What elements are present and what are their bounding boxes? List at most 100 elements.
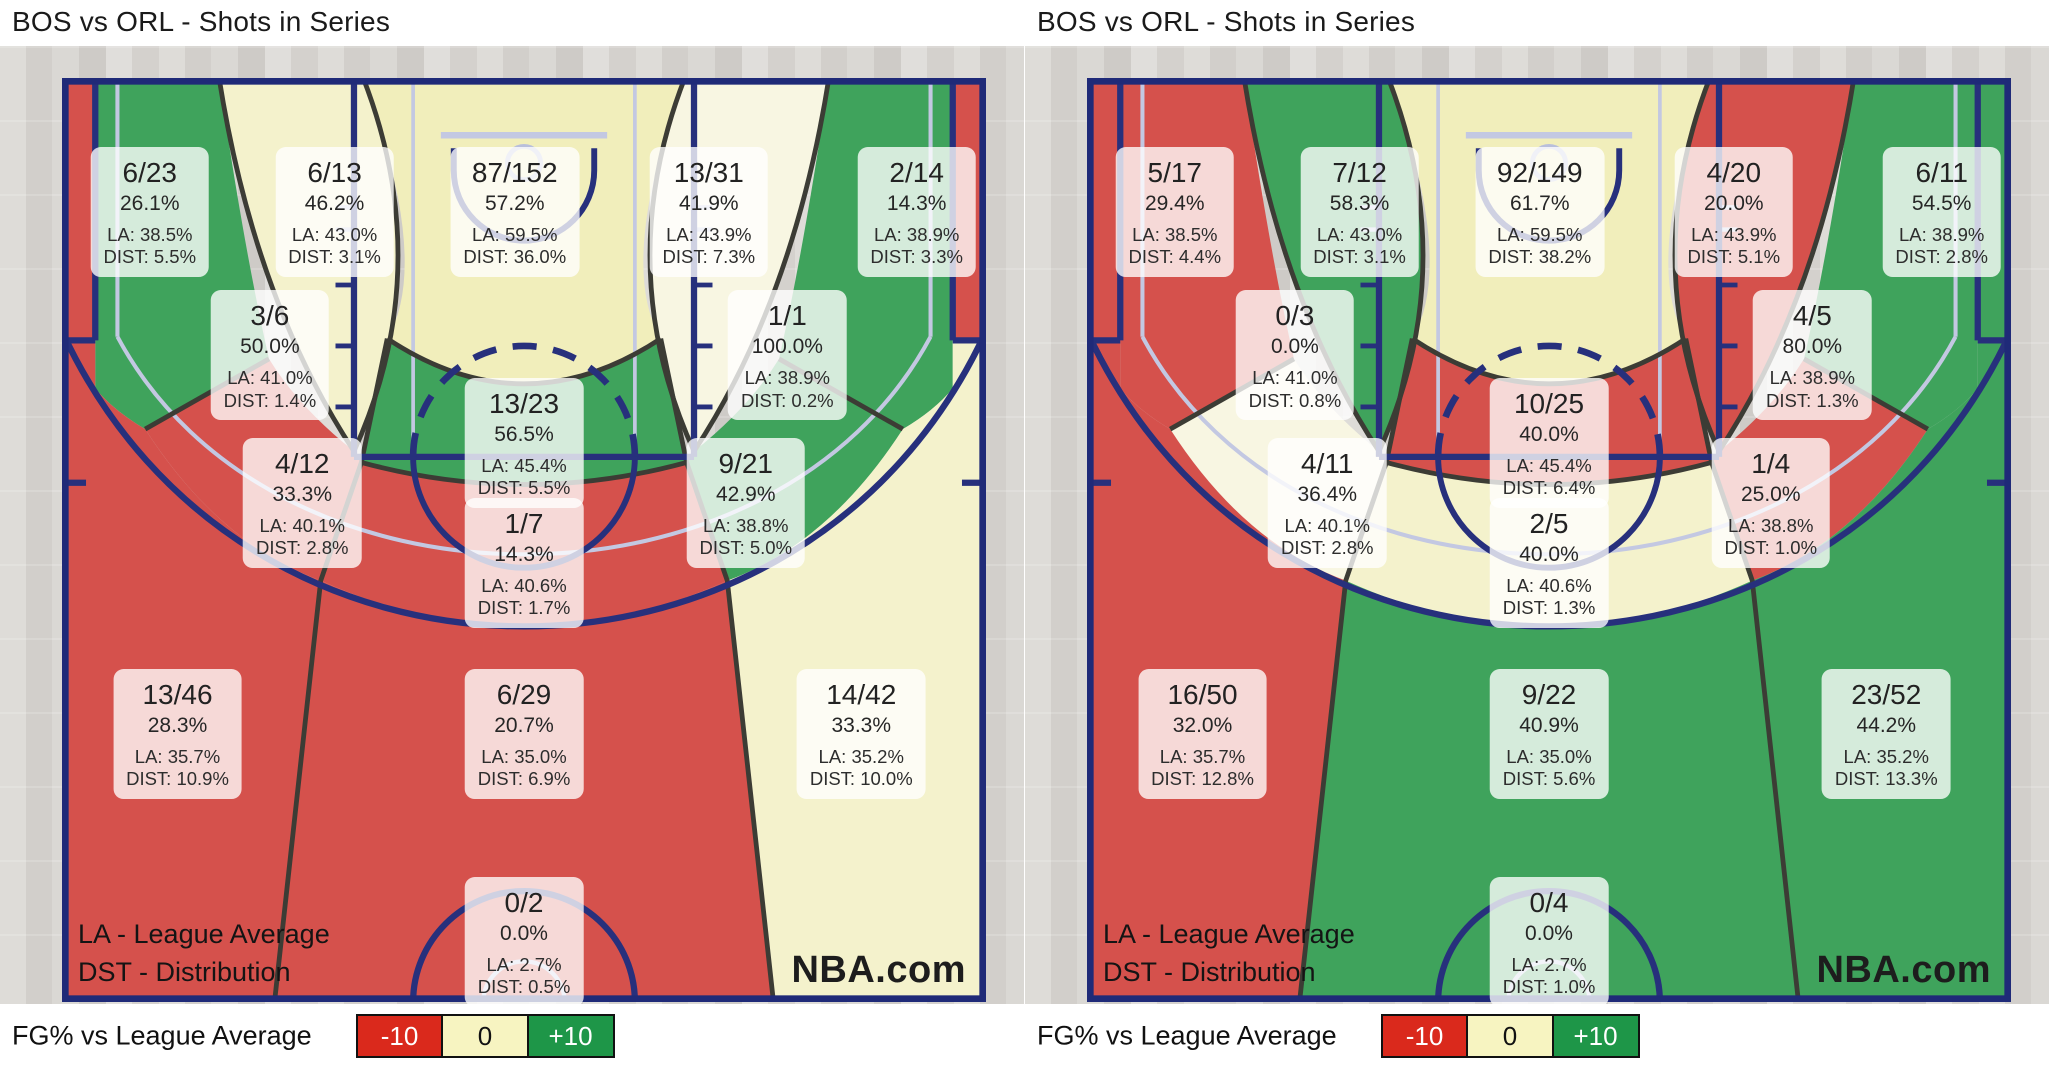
- half-court-chart: 6/23 26.1% LA: 38.5% DIST: 5.5% 6/13 46.2% LA:…: [62, 78, 986, 1007]
- zone-label-three-center: 9/22 40.9% LA: 35.0% DIST: 5.6%: [1489, 669, 1609, 799]
- zone-stat-l1: 4/20: [1706, 157, 1762, 189]
- court-line: [1434, 342, 1664, 457]
- zone-label-baseline-mid-left: 3/6 50.0% LA: 41.0% DIST: 1.4%: [210, 290, 330, 421]
- shot-chart-panel-left: BOS vs ORL - Shots in Series 6/23 26.1% LA…: [0, 0, 1024, 1068]
- zone-stat-l2: 0.0%: [500, 922, 548, 946]
- zone-stat-l2: 0.0%: [1525, 922, 1573, 946]
- zone-stat-l4: DIST: 5.5%: [477, 477, 571, 499]
- zone-stat-l2: 28.3%: [147, 714, 208, 738]
- zone-label-elbow-right: 9/21 42.9% LA: 38.8% DIST: 5.0%: [686, 438, 806, 568]
- zone-stat-l4: DIST: 10.9%: [126, 768, 229, 790]
- zone-stat-l1: 2/14: [889, 157, 944, 189]
- zone-stat-l3: LA: 2.7%: [486, 953, 562, 975]
- zone-stat-l1: 4/5: [1792, 300, 1832, 332]
- zone-label-paint: 13/23 56.5% LA: 45.4% DIST: 5.5%: [464, 378, 584, 508]
- abbreviation-note: LA - League Average DST - Distribution: [1103, 916, 1355, 992]
- zone-stat-l1: 9/22: [1521, 679, 1577, 711]
- zone-stat-l1: 0/2: [504, 886, 544, 918]
- zone-stat-l2: 57.2%: [484, 192, 545, 216]
- zone-stat-l4: DIST: 2.8%: [255, 537, 349, 559]
- zone-stat-l3: LA: 38.9%: [1769, 367, 1856, 389]
- zone-stat-l1: 10/25: [1513, 388, 1585, 420]
- note-la: LA - League Average: [78, 919, 330, 950]
- zone-label-wing-mid-right: 4/20 20.0% LA: 43.9% DIST: 5.1%: [1674, 147, 1794, 277]
- zone-stat-l3: LA: 38.9%: [1898, 223, 1985, 245]
- zone-label-baseline-mid-right: 1/1 100.0% LA: 38.9% DIST: 0.2%: [728, 290, 847, 421]
- zone-stat-l3: LA: 40.6%: [1506, 574, 1592, 596]
- zone-stat-l1: 87/152: [471, 157, 558, 189]
- zone-stat-l2: 14.3%: [886, 192, 947, 216]
- zone-label-backcourt: 0/2 0.0% LA: 2.7% DIST: 0.5%: [464, 876, 584, 1007]
- zone-stat-l4: DIST: 36.0%: [463, 246, 567, 268]
- zone-stat-l3: LA: 38.5%: [1132, 223, 1218, 245]
- zone-corner3-left: [62, 78, 96, 341]
- zone-stat-l2: 46.2%: [304, 192, 365, 216]
- zone-stat-l4: DIST: 3.1%: [288, 246, 381, 268]
- legend-stop-zero: 0: [441, 1014, 529, 1058]
- zone-stat-l1: 1/7: [504, 508, 544, 540]
- zone-boundary: [1717, 78, 1857, 453]
- zone-stat-l2: 33.3%: [272, 483, 333, 507]
- zone-stat-l1: 6/23: [122, 157, 178, 189]
- zone-label-wing-mid-left: 6/13 46.2% LA: 43.0% DIST: 3.1%: [275, 147, 394, 277]
- court-line: [335, 282, 713, 410]
- zone-stat-l3: LA: 38.9%: [873, 223, 960, 245]
- zone-stat-l1: 2/5: [1529, 508, 1569, 540]
- zone-stat-l2: 42.9%: [715, 483, 776, 507]
- zone-stat-l3: LA: 2.7%: [1511, 953, 1587, 975]
- zone-boundary: [359, 338, 390, 463]
- zone-label-ft-line: 2/5 40.0% LA: 40.6% DIST: 1.3%: [1489, 498, 1609, 629]
- zone-stat-l2: 61.7%: [1509, 192, 1570, 216]
- zone-stat-l1: 23/52: [1851, 679, 1922, 711]
- legend-title: FG% vs League Average: [12, 1020, 312, 1051]
- legend-stop-plus10: +10: [1551, 1014, 1640, 1058]
- zone-stat-l1: 4/11: [1301, 448, 1354, 480]
- zone-stat-l2: 56.5%: [494, 423, 554, 447]
- zone-stat-l1: 92/149: [1496, 157, 1583, 189]
- zone-stat-l2: 80.0%: [1782, 335, 1843, 359]
- zone-label-corner3-left: 6/23 26.1% LA: 38.5% DIST: 5.5%: [90, 147, 210, 277]
- court-floor: 5/17 29.4% LA: 38.5% DIST: 4.4% 7/12 58.3% LA:…: [1025, 46, 2049, 1007]
- zone-stat-l3: LA: 41.0%: [1252, 367, 1338, 389]
- zone-labels-layer: 6/23 26.1% LA: 38.5% DIST: 5.5% 6/13 46.2% LA:…: [62, 78, 986, 1007]
- zone-stat-l4: DIST: 1.4%: [223, 389, 317, 411]
- zone-stat-l4: DIST: 1.0%: [1502, 976, 1596, 998]
- zone-stat-l3: LA: 35.0%: [1506, 745, 1592, 767]
- zone-label-baseline-mid-left: 0/3 0.0% LA: 41.0% DIST: 0.8%: [1235, 290, 1355, 421]
- nba-watermark: NBA.com: [1816, 949, 1991, 991]
- zone-stat-l3: LA: 38.9%: [744, 367, 831, 389]
- zone-stat-l3: LA: 45.4%: [1506, 454, 1592, 476]
- zone-label-corner3-right: 2/14 14.3% LA: 38.9% DIST: 3.3%: [857, 147, 976, 277]
- zone-labels-layer: 5/17 29.4% LA: 38.5% DIST: 4.4% 7/12 58.3% LA:…: [1087, 78, 2011, 1007]
- legend-stop-plus10: +10: [526, 1014, 615, 1058]
- legend-stop-zero: 0: [1466, 1014, 1554, 1058]
- chart-title: BOS vs ORL - Shots in Series: [12, 6, 391, 37]
- color-legend: FG% vs League Average -10 0 +10: [0, 1004, 1024, 1068]
- zone-label-three-right: 14/42 33.3% LA: 35.2% DIST: 10.0%: [796, 669, 926, 799]
- note-la: LA - League Average: [1103, 919, 1355, 950]
- zone-stat-l3: LA: 43.0%: [1316, 223, 1403, 245]
- zone-stat-l3: LA: 35.7%: [1159, 745, 1246, 767]
- court-line: [409, 342, 639, 457]
- zone-stat-l4: DIST: 6.4%: [1502, 477, 1596, 499]
- zone-stat-l1: 6/13: [307, 157, 362, 189]
- legend-color-bar: -10 0 +10: [355, 1014, 615, 1058]
- zone-stat-l4: DIST: 5.0%: [699, 537, 793, 559]
- legend-stop-minus10: -10: [1380, 1014, 1469, 1058]
- zone-stat-l4: DIST: 1.3%: [1502, 597, 1596, 619]
- zone-boundary: [692, 78, 832, 453]
- zone-stat-l4: DIST: 1.0%: [1724, 537, 1818, 559]
- zone-label-ft-line: 1/7 14.3% LA: 40.6% DIST: 1.7%: [464, 498, 584, 629]
- zone-boundary: [658, 338, 689, 463]
- nba-watermark: NBA.com: [791, 949, 966, 991]
- legend-stop-minus10: -10: [355, 1014, 444, 1058]
- zone-stat-l3: LA: 35.0%: [481, 745, 567, 767]
- zone-stat-l2: 14.3%: [494, 543, 554, 567]
- zone-label-restricted-area: 92/149 61.7% LA: 59.5% DIST: 38.2%: [1475, 147, 1605, 277]
- zone-stat-l3: LA: 38.5%: [107, 223, 193, 245]
- zone-stat-l4: DIST: 1.7%: [477, 597, 571, 619]
- zone-stat-l3: LA: 43.9%: [1691, 223, 1777, 245]
- note-dst: DST - Distribution: [78, 957, 291, 988]
- zone-label-corner3-left: 5/17 29.4% LA: 38.5% DIST: 4.4%: [1115, 147, 1235, 277]
